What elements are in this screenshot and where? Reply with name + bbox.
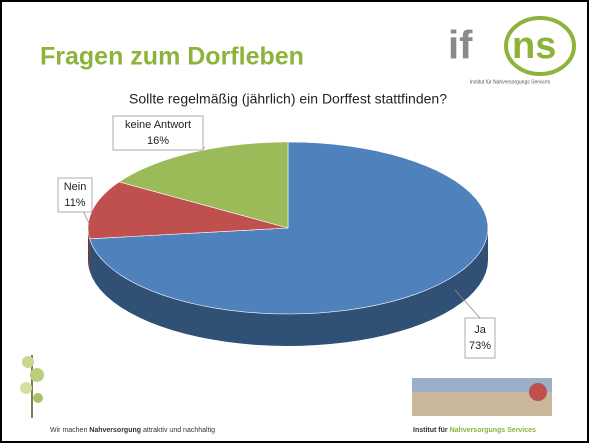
slice-side — [88, 228, 90, 271]
logo-tagline: Institut für Nahversorgungs Services — [470, 79, 551, 85]
slide-title: Fragen zum Dorfleben — [40, 43, 304, 71]
value-label: 73% — [469, 340, 491, 352]
footer-right: Institut für Nahversorgungs Services — [413, 427, 536, 434]
logo-left: if — [448, 24, 473, 68]
logo-right: ns — [512, 25, 556, 67]
leader-line — [454, 289, 481, 319]
logo-ring — [504, 16, 576, 76]
value-label: 11% — [64, 197, 85, 209]
logo: if ns Institut für Nahversorgungs Servic… — [448, 16, 576, 85]
category-label: Nein — [64, 181, 87, 193]
label-box — [464, 317, 496, 359]
pie: Ja 73% Nein 11% keine Antwort 16% — [57, 115, 496, 359]
chart-title: Sollte regelmäßig (jährlich) ein Dorffes… — [129, 91, 447, 107]
label-box — [112, 115, 204, 151]
category-label: keine Antwort — [125, 119, 191, 131]
label-box — [57, 177, 93, 213]
slice-side — [89, 228, 488, 346]
slice — [87, 181, 289, 240]
slice — [89, 141, 489, 315]
value-label: 16% — [147, 135, 169, 147]
footer-left: Wir machen Nahversorgung attraktiv und n… — [50, 427, 215, 434]
footer-image — [412, 378, 552, 416]
tree-decoration — [20, 355, 44, 418]
slice — [118, 141, 289, 229]
category-label: Ja — [474, 324, 487, 336]
